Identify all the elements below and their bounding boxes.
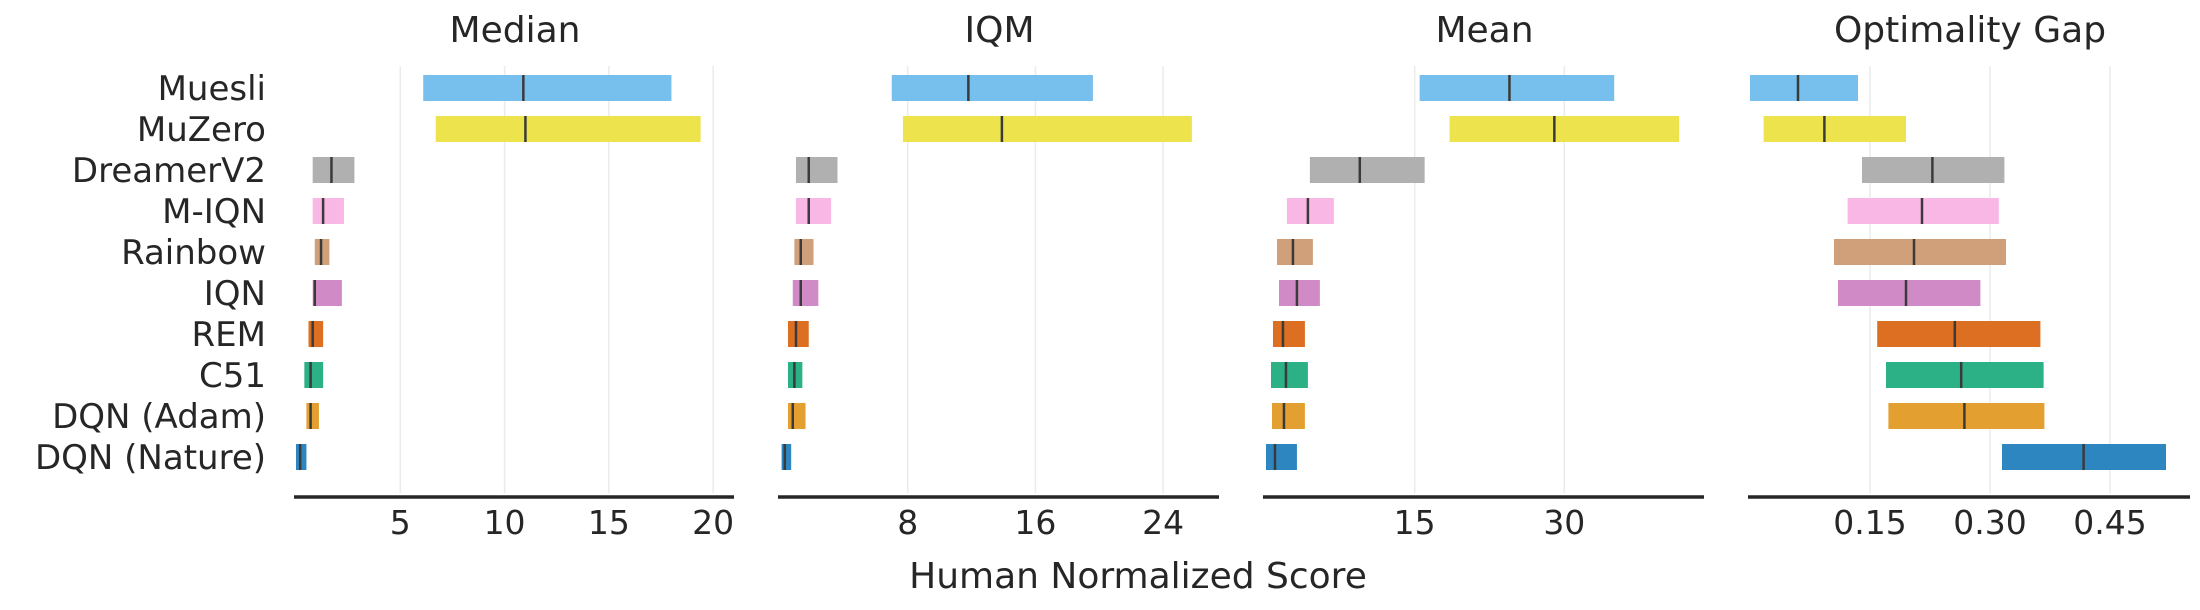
row-label-muesli: Muesli [158, 69, 266, 109]
interval-bar-dqn-adam [1271, 403, 1305, 429]
row-label-m-iqn: M-IQN [162, 192, 266, 232]
interval-bar-dqn-adam [306, 403, 319, 429]
interval-bar-c51 [1886, 362, 2044, 388]
interval-bar-rem [787, 321, 809, 347]
interval-bar-iqn [792, 280, 819, 306]
tick-label: 5 [390, 503, 411, 542]
interval-bar-dreamerv2 [312, 157, 355, 183]
interval-bar-iqn [1278, 280, 1320, 306]
interval-bar-dqn-nature [1265, 444, 1297, 470]
row-label-c51: C51 [199, 356, 266, 396]
x-axis-label: Human Normalized Score [909, 556, 1367, 597]
interval-bar-muzero [1449, 116, 1680, 142]
interval-bar-muesli [423, 75, 672, 101]
interval-bar-c51 [1270, 362, 1308, 388]
interval-bar-dqn-nature [781, 444, 792, 470]
interval-bar-muesli [1419, 75, 1615, 101]
algorithm-labels: MuesliMuZeroDreamerV2M-IQNRainbowIQNREMC… [35, 69, 266, 478]
tick-label: 15 [588, 503, 630, 542]
panel-optimality-gap: Optimality Gap 0.15 0.30 0.45 [1748, 10, 2190, 542]
interval-bar-rainbow [1276, 239, 1313, 265]
row-label-dqn-adam: DQN (Adam) [52, 397, 266, 437]
interval-bar-dqn-adam [787, 403, 806, 429]
interval-bar-muesli [1750, 75, 1858, 101]
interval-bar-muesli [891, 75, 1093, 101]
interval-bar-iqn [1838, 280, 1981, 306]
interval-bar-rainbow [794, 239, 814, 265]
row-label-dreamerv2: DreamerV2 [72, 151, 266, 191]
panel-title: Median [450, 10, 581, 51]
tick-label: 0.15 [1833, 503, 1906, 542]
tick-label: 0.30 [1953, 503, 2026, 542]
interval-bar-dqn-adam [1888, 403, 2045, 429]
interval-bar-iqn [312, 280, 342, 306]
row-label-rem: REM [192, 315, 266, 355]
interval-bar-rem [1272, 321, 1305, 347]
tick-label: 8 [897, 503, 918, 542]
panel-iqm: IQM 8 16 24 [778, 10, 1219, 542]
interval-bar-dreamerv2 [1309, 157, 1425, 183]
interval-bar-m-iqn [312, 198, 344, 224]
tick-label: 15 [1394, 503, 1436, 542]
row-label-muzero: MuZero [137, 110, 266, 150]
panel-title: Mean [1435, 10, 1533, 51]
interval-bar-c51 [304, 362, 324, 388]
panel-median: Median 5 10 15 20 [294, 10, 734, 542]
row-label-rainbow: Rainbow [121, 233, 266, 273]
chart-panels: Median 5 10 15 20 IQM 8 16 24 Mean 15 30 Optimality … [294, 10, 2190, 542]
panel-mean: Mean 15 30 [1263, 10, 1704, 542]
panel-title: IQM [964, 10, 1034, 51]
interval-bar-muzero [902, 116, 1192, 142]
row-label-iqn: IQN [204, 274, 266, 314]
interval-bar-muzero [1763, 116, 1906, 142]
interval-bar-rem [1877, 321, 2041, 347]
panel-title: Optimality Gap [1834, 10, 2106, 51]
tick-label: 16 [1014, 503, 1056, 542]
tick-label: 20 [692, 503, 734, 542]
interval-bar-m-iqn [795, 198, 832, 224]
tick-label: 0.45 [2073, 503, 2146, 542]
interval-bar-dreamerv2 [795, 157, 838, 183]
tick-label: 10 [484, 503, 526, 542]
interval-bar-rem [308, 321, 324, 347]
interval-bar-m-iqn [1286, 198, 1334, 224]
row-label-dqn-nature: DQN (Nature) [35, 438, 266, 478]
interval-bar-rainbow [1834, 239, 2006, 265]
tick-label: 24 [1142, 503, 1184, 542]
interval-bar-muzero [435, 116, 701, 142]
tick-label: 30 [1543, 503, 1585, 542]
